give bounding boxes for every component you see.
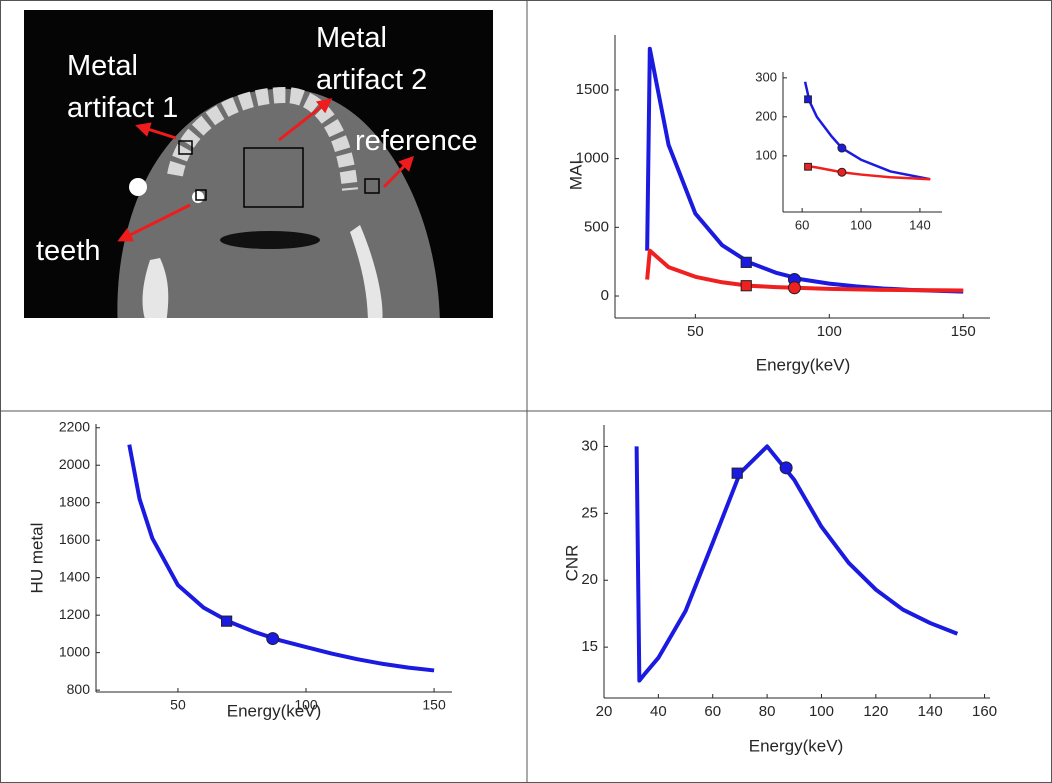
square-marker xyxy=(805,96,812,103)
figure: Metal artifact 1 Metal artifact 2 refere… xyxy=(0,0,1052,783)
x-tick-label: 60 xyxy=(704,703,721,720)
y-tick-label: 0 xyxy=(601,287,609,304)
square-marker xyxy=(741,281,751,291)
y-tick-label: 1800 xyxy=(59,493,90,509)
y-tick-label: 1500 xyxy=(576,81,609,98)
annotation: Metal xyxy=(67,50,138,82)
x-tick-label: 100 xyxy=(850,217,872,232)
x-tick-label: 140 xyxy=(909,217,931,232)
circle-marker xyxy=(838,168,846,176)
series-line xyxy=(129,445,434,671)
x-tick-label: 60 xyxy=(795,217,809,232)
x-tick-label: 20 xyxy=(596,703,613,720)
circle-marker xyxy=(780,462,792,474)
y-tick-label: 30 xyxy=(581,437,598,454)
x-axis-label: Energy(keV) xyxy=(756,355,850,374)
x-tick-label: 50 xyxy=(687,323,704,340)
annotation: reference xyxy=(355,125,478,157)
y-tick-label: 200 xyxy=(755,108,777,123)
square-marker xyxy=(222,616,232,626)
x-tick-label: 150 xyxy=(422,697,446,713)
square-marker xyxy=(805,163,812,170)
metal xyxy=(192,191,204,203)
y-tick-label: 20 xyxy=(581,571,598,588)
annotation: artifact 1 xyxy=(67,92,178,124)
y-axis-label: MAI xyxy=(566,160,585,190)
y-tick-label: 1400 xyxy=(59,568,90,584)
x-tick-label: 50 xyxy=(170,697,186,713)
y-tick-label: 800 xyxy=(67,681,91,697)
y-tick-label: 300 xyxy=(755,69,777,84)
square-marker xyxy=(741,257,751,267)
x-axis-label: Energy(keV) xyxy=(749,736,843,755)
series-line xyxy=(637,446,958,680)
annotation: artifact 2 xyxy=(316,64,427,96)
y-tick-label: 25 xyxy=(581,504,598,521)
circle-marker xyxy=(267,633,279,645)
series-line xyxy=(647,251,963,291)
plot: 20 40 60 80 100 120 140 160 15 20 25 30 Energy(keV) C… xyxy=(562,425,997,755)
y-tick-label: 1000 xyxy=(59,643,90,659)
square-marker xyxy=(732,468,742,478)
circle-marker xyxy=(838,144,846,152)
y-tick-label: 15 xyxy=(581,638,598,655)
x-tick-label: 80 xyxy=(759,703,776,720)
x-tick-label: 140 xyxy=(918,703,943,720)
x-tick-label: 150 xyxy=(951,323,976,340)
annotation: teeth xyxy=(36,235,101,267)
y-axis-label: HU metal xyxy=(27,523,46,594)
y-tick-label: 1600 xyxy=(59,531,90,547)
x-tick-label: 100 xyxy=(809,703,834,720)
x-tick-label: 120 xyxy=(863,703,888,720)
x-tick-label: 40 xyxy=(650,703,667,720)
y-tick-label: 1200 xyxy=(59,606,90,622)
x-tick-label: 100 xyxy=(817,323,842,340)
y-tick-label: 2000 xyxy=(59,456,90,472)
y-tick-label: 100 xyxy=(755,147,777,162)
circle-marker xyxy=(788,282,800,294)
x-axis-label: Energy(keV) xyxy=(227,701,321,720)
metal xyxy=(129,178,147,196)
y-tick-label: 2200 xyxy=(59,418,90,434)
annotation: Metal xyxy=(316,22,387,54)
airway xyxy=(220,231,320,249)
y-axis-label: CNR xyxy=(562,545,581,582)
plot: 60 100 140 100 200 300 xyxy=(755,69,942,232)
ct-image: Metal artifact 1 Metal artifact 2 refere… xyxy=(24,10,493,330)
x-tick-label: 160 xyxy=(972,703,997,720)
page: Metal artifact 1 Metal artifact 2 refere… xyxy=(0,0,1052,783)
y-tick-label: 500 xyxy=(584,218,609,235)
